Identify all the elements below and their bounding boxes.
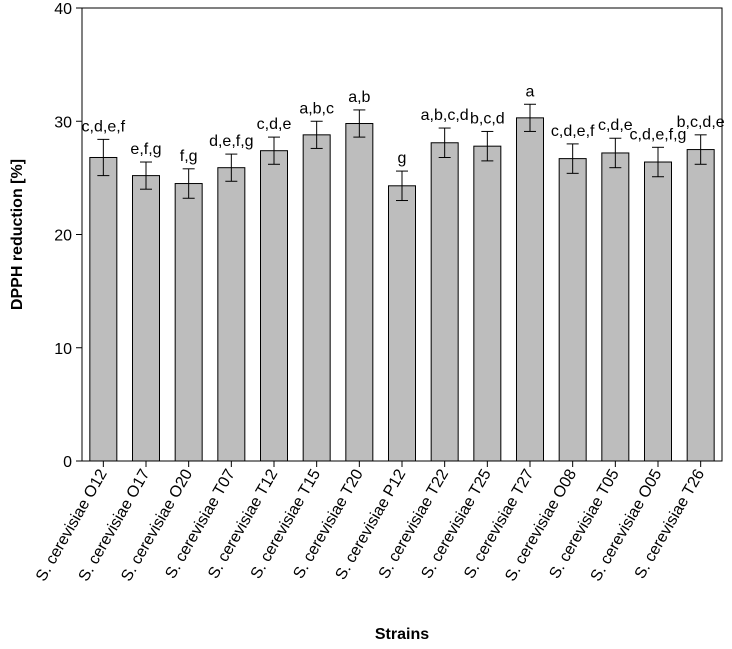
bar-7 [388, 185, 416, 462]
significance-label-6: a,b [348, 89, 370, 106]
bar-9 [473, 145, 502, 462]
bar-13 [644, 161, 672, 462]
significance-label-10: a [526, 83, 535, 100]
error-bar-5 [310, 120, 323, 149]
y-tick-label-3: 30 [54, 114, 72, 131]
error-bars-group [97, 103, 707, 202]
bar-0 [89, 156, 118, 462]
bars-group [89, 117, 715, 462]
bar-1 [132, 175, 160, 462]
significance-label-8: a,b,c,d [421, 107, 469, 124]
error-bar-9 [481, 130, 494, 162]
significance-label-3: d,e,f,g [209, 133, 253, 150]
error-bar-12 [609, 137, 622, 169]
error-bar-1 [140, 161, 152, 190]
significance-label-2: f,g [180, 148, 198, 165]
error-bar-7 [396, 170, 408, 202]
error-bar-2 [182, 168, 195, 199]
significance-label-14: b,c,d,e [677, 114, 725, 131]
bar-14 [686, 149, 715, 462]
bar-12 [601, 152, 630, 462]
bar-11 [558, 158, 587, 462]
bar-4 [260, 150, 288, 462]
bar-6 [345, 123, 374, 462]
y-tick-label-2: 20 [54, 228, 72, 245]
error-bar-6 [353, 109, 366, 138]
bar-3 [217, 167, 246, 462]
error-bar-3 [225, 153, 238, 182]
error-bar-8 [438, 127, 451, 158]
error-bar-14 [694, 134, 707, 165]
error-bar-0 [97, 138, 110, 177]
bar-8 [430, 142, 459, 462]
error-bar-4 [268, 136, 280, 165]
significance-label-0: c,d,e,f [82, 118, 126, 135]
y-tick-label-1: 10 [54, 341, 72, 358]
bar-2 [174, 183, 203, 462]
y-tick-label-4: 40 [54, 1, 72, 18]
y-tick-label-0: 0 [63, 454, 72, 471]
significance-label-4: c,d,e [257, 116, 292, 133]
bar-10 [516, 117, 544, 462]
significance-label-5: a,b,c [299, 100, 334, 117]
significance-label-11: c,d,e,f [551, 123, 595, 140]
significance-label-12: c,d,e [598, 117, 633, 134]
y-axis: 0 10 20 30 40 [54, 1, 82, 471]
error-bar-11 [566, 143, 579, 174]
significance-label-9: b,c,d [470, 110, 505, 127]
error-bar-10 [524, 103, 536, 132]
significance-label-1: e,f,g [130, 141, 161, 158]
significance-labels-group: c,d,e,fe,f,g f,gd,e,f,gc,d,ea,b,ca,bga,b,… [82, 83, 725, 167]
y-axis-title: DPPH reduction [%] [9, 159, 26, 310]
significance-label-7: g [398, 150, 407, 167]
error-bar-13 [652, 146, 664, 178]
x-axis-title: Strains [375, 626, 429, 643]
bar-5 [302, 134, 331, 462]
significance-label-13: c,d,e,f,g [630, 126, 687, 143]
